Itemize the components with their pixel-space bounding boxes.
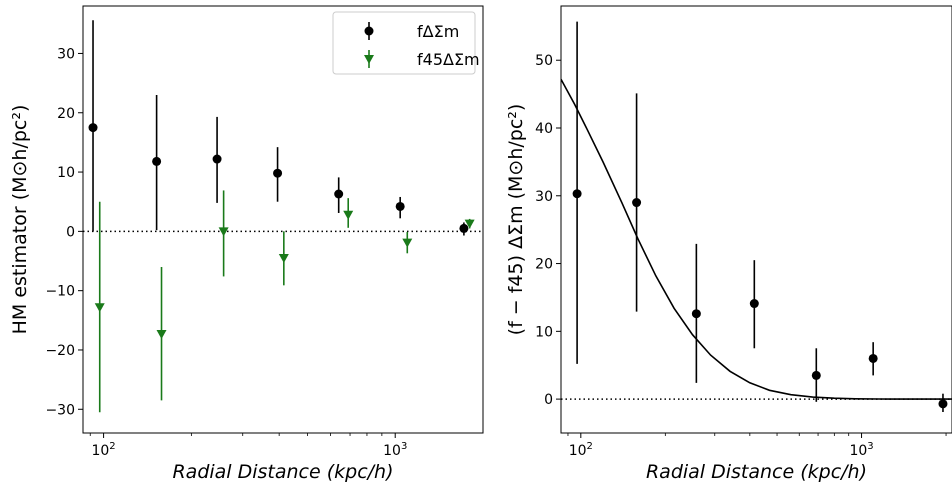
data-point — [938, 399, 948, 409]
y-tick-label: 40 — [535, 121, 553, 137]
data-point — [343, 210, 354, 220]
model-curve — [561, 78, 952, 400]
data-point — [811, 370, 821, 380]
right-panel: 102 103 0 10 20 30 40 50 Radial Distance (kpc/h)… — [505, 5, 952, 483]
y-tick-label: −30 — [45, 402, 75, 418]
y-tick-label: 30 — [57, 46, 75, 62]
y-axis-label: (f − f45) ΔΣm (M⊙h/pc²) — [505, 104, 527, 336]
left-panel: 102 103 −30 −20 −10 0 10 20 30 Radial Distance (k… — [9, 5, 484, 483]
legend: fΔΣm f45ΔΣm — [332, 11, 480, 75]
x-axis-label: Radial Distance (kpc/h) — [646, 461, 867, 483]
legend-marker — [364, 26, 374, 36]
data-point — [152, 156, 162, 166]
data-point — [572, 189, 582, 199]
y-tick-label: 30 — [535, 189, 553, 205]
data-point — [218, 227, 229, 237]
plot-frame — [560, 5, 952, 434]
data-point — [632, 198, 642, 208]
x-tick-label: 102 — [569, 441, 593, 459]
data-point — [464, 219, 475, 229]
y-tick-label: −10 — [45, 284, 75, 300]
data-point — [273, 168, 283, 178]
data-point — [459, 223, 469, 233]
x-tick-label: 103 — [849, 441, 873, 459]
y-tick-label: 10 — [57, 165, 75, 181]
y-tick-label: 0 — [544, 392, 553, 408]
y-tick-label: 20 — [57, 106, 75, 122]
y-axis-label: HM estimator (M⊙h/pc²) — [9, 105, 31, 335]
y-tick-label: 20 — [535, 257, 553, 273]
y-tick-label: 50 — [535, 53, 553, 69]
data-point — [402, 238, 413, 248]
x-tick-label: 102 — [91, 441, 115, 459]
x-tick-label: 103 — [383, 441, 407, 459]
legend-label: f45ΔΣm — [417, 50, 480, 69]
y-tick-label: 0 — [66, 224, 75, 240]
legend-marker — [364, 55, 374, 64]
data-point — [278, 254, 289, 264]
legend-label: fΔΣm — [417, 22, 459, 41]
data-point — [691, 309, 701, 319]
data-point — [88, 123, 98, 133]
data-point — [156, 329, 167, 339]
y-tick-label: 10 — [535, 324, 553, 340]
data-point — [395, 201, 405, 211]
data-point — [212, 154, 222, 164]
data-point — [334, 189, 344, 199]
data-point — [868, 353, 878, 363]
plot-frame — [82, 5, 484, 434]
y-tick-label: −20 — [45, 343, 75, 359]
data-point — [94, 303, 105, 313]
data-point — [749, 299, 759, 309]
x-axis-label: Radial Distance (kpc/h) — [172, 461, 393, 483]
